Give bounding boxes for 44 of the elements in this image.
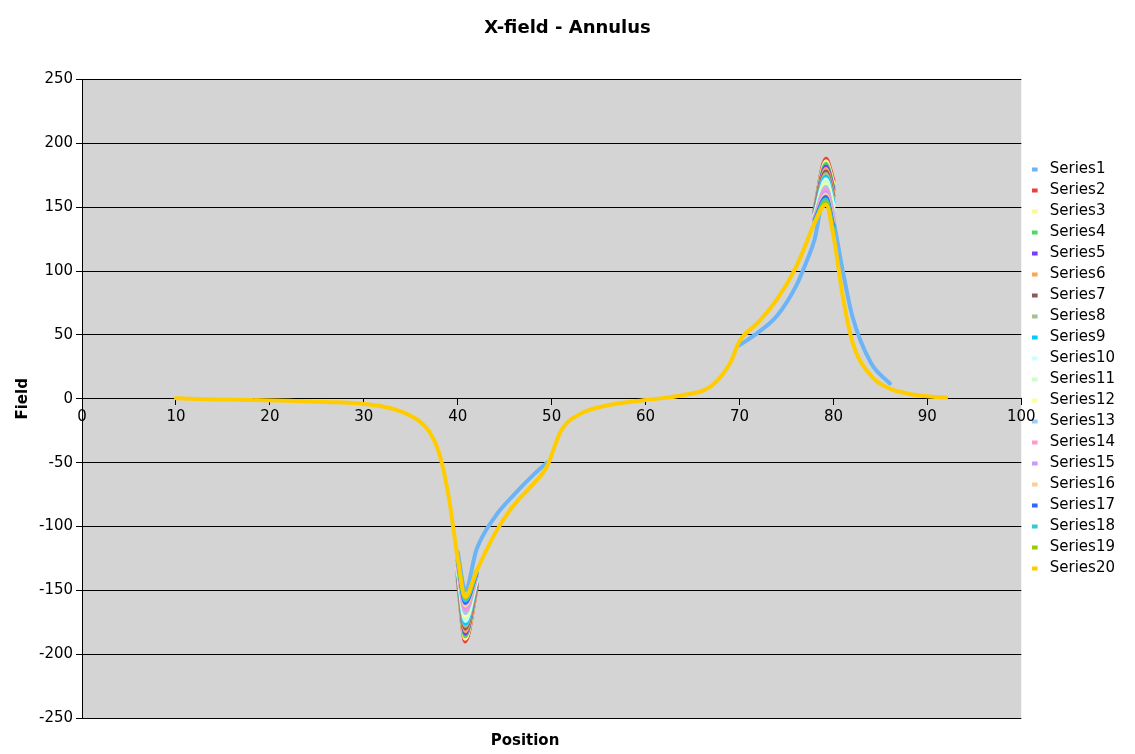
legend-label: Series8 [1049,306,1106,325]
x-tick-label: 20 [260,406,280,425]
legend-label: Series10 [1049,348,1115,367]
legend-label: Series13 [1049,411,1115,430]
x-tick-label: 60 [636,406,656,425]
y-tick-label: 250 [44,69,74,88]
y-tick-label: 100 [44,261,74,280]
legend-label: Series5 [1049,243,1106,262]
x-tick-label: 10 [166,406,186,425]
legend-label: Series4 [1049,222,1106,241]
x-tick-label: 40 [448,406,468,425]
legend-label: Series9 [1049,327,1106,346]
y-tick-label: 200 [44,133,74,152]
x-tick-label: 70 [729,406,750,425]
y-tick-label: -250 [39,707,74,726]
x-axis-title: Position [489,731,561,749]
x-tick-label: 50 [542,406,562,425]
legend-label: Series3 [1049,201,1106,220]
legend-label: Series18 [1049,516,1115,535]
x-tick-label: 30 [354,406,374,425]
legend-label: Series7 [1049,285,1106,304]
y-tick-label: -50 [48,452,74,471]
y-tick-label: 50 [53,324,74,343]
legend-label: Series11 [1049,369,1115,388]
x-tick-label: 90 [917,406,937,425]
legend-label: Series19 [1049,537,1115,556]
legend-label: Series6 [1049,264,1106,283]
x-tick-label: 100 [1006,406,1036,425]
y-axis-title: Field [12,378,31,420]
x-tick-label: 80 [823,406,843,425]
y-tick-label: 150 [44,197,74,216]
chart-title: X-field - Annulus [484,16,651,38]
y-tick-label: 0 [63,388,74,407]
y-tick-label: -200 [39,644,74,663]
legend-label: Series20 [1049,558,1115,577]
legend-label: Series17 [1049,495,1115,514]
legend-label: Series1 [1049,159,1106,178]
legend-label: Series12 [1049,390,1115,409]
y-tick-label: -100 [39,516,74,535]
legend-label: Series16 [1049,474,1115,493]
y-tick-label: -150 [39,580,74,599]
legend-label: Series14 [1049,432,1115,451]
legend-label: Series2 [1049,180,1106,199]
legend-label: Series15 [1049,453,1115,472]
